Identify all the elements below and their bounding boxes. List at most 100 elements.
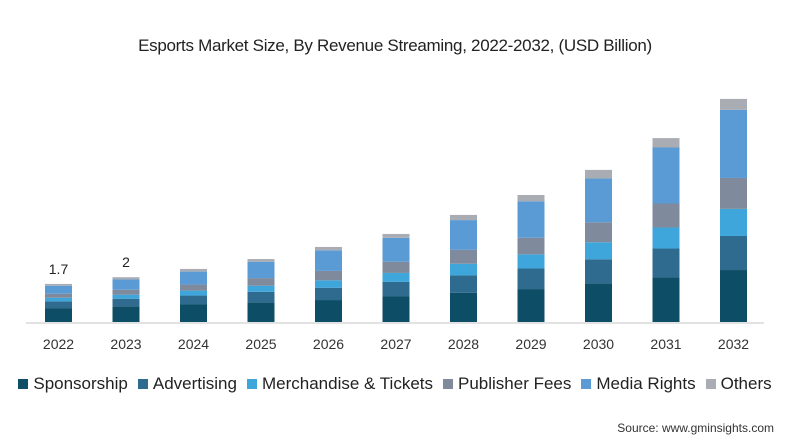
bar-segment-sponsorship-2027 xyxy=(382,296,410,322)
legend-label: Others xyxy=(720,374,772,393)
bar-segment-publisher-fees-2026 xyxy=(315,270,342,281)
x-ticks-group: 2022 2023 2024 2025 2026 2027 2028 2029 2030 2031… xyxy=(43,336,749,352)
legend-swatch xyxy=(246,379,257,389)
bar-segment-others-2030 xyxy=(585,169,612,179)
bar-segment-merchandise-tickets-2029 xyxy=(517,254,545,269)
bar-segment-others-2026 xyxy=(315,246,342,251)
bar-segment-merchandise-tickets-2032 xyxy=(720,208,747,236)
bar-segment-others-2028 xyxy=(450,214,477,221)
chart-title: Esports Market Size, By Revenue Streamin… xyxy=(138,36,652,55)
bar-segment-merchandise-tickets-2030 xyxy=(585,242,612,260)
bar-segment-advertising-2027 xyxy=(382,281,410,297)
legend-swatch xyxy=(137,379,148,389)
x-tick-label: 2029 xyxy=(515,336,546,352)
x-tick-label: 2026 xyxy=(313,336,344,352)
bar-segment-sponsorship-2028 xyxy=(450,292,477,322)
bar-segment-advertising-2028 xyxy=(450,275,477,293)
bar-segment-publisher-fees-2022 xyxy=(45,293,72,298)
bar-segment-advertising-2030 xyxy=(585,259,612,284)
bar-segment-sponsorship-2030 xyxy=(585,283,612,322)
bar-segment-media-rights-2023 xyxy=(112,279,140,290)
bar-segment-media-rights-2025 xyxy=(247,261,275,279)
legend-swatch xyxy=(705,379,716,389)
legend-item: Advertising xyxy=(137,374,237,394)
legend-label: Publisher Fees xyxy=(458,374,572,393)
data-label: 2 xyxy=(122,254,130,270)
bar-segment-merchandise-tickets-2031 xyxy=(652,227,680,249)
data-label: 1.7 xyxy=(49,261,69,277)
bar-segment-media-rights-2029 xyxy=(517,201,545,238)
chart-plot: 2022 2023 2024 2025 2026 2027 2028 2029 2030 2031… xyxy=(26,98,764,352)
bar-segment-publisher-fees-2032 xyxy=(720,177,747,209)
x-tick-label: 2023 xyxy=(110,336,141,352)
legend-label: Sponsorship xyxy=(33,374,128,393)
legend-swatch xyxy=(443,379,453,389)
legend-swatch xyxy=(18,379,29,389)
legend-item: Media Rights xyxy=(581,374,696,394)
source-note: Source: www.gminsights.com xyxy=(617,421,774,435)
x-tick-label: 2031 xyxy=(650,336,681,352)
bar-segment-advertising-2025 xyxy=(247,291,275,303)
bar-segment-sponsorship-2023 xyxy=(112,306,140,322)
legend-item: Merchandise & Tickets xyxy=(246,374,433,394)
bar-segment-merchandise-tickets-2023 xyxy=(112,294,140,299)
bar-segment-media-rights-2031 xyxy=(652,147,680,204)
bar-segment-media-rights-2027 xyxy=(382,237,410,262)
bar-segment-publisher-fees-2024 xyxy=(180,284,207,291)
bar-segment-merchandise-tickets-2026 xyxy=(315,280,342,288)
x-tick-label: 2025 xyxy=(245,336,276,352)
bar-segment-media-rights-2022 xyxy=(45,285,72,294)
bar-segment-merchandise-tickets-2027 xyxy=(382,272,410,282)
bar-segment-media-rights-2032 xyxy=(720,109,747,178)
bar-segment-others-2025 xyxy=(247,259,275,262)
bar-segment-advertising-2024 xyxy=(180,295,207,305)
legend-label: Advertising xyxy=(152,374,237,393)
bar-segment-media-rights-2026 xyxy=(315,250,342,271)
legend: Sponsorship Advertising Merchandise & Tick… xyxy=(0,374,790,394)
legend-item: Sponsorship xyxy=(18,374,128,394)
bar-segment-advertising-2022 xyxy=(45,301,72,309)
bar-segment-media-rights-2028 xyxy=(450,220,477,250)
x-tick-label: 2024 xyxy=(178,336,209,352)
bar-segment-others-2024 xyxy=(180,268,207,272)
bar-segment-media-rights-2030 xyxy=(585,178,612,223)
bar-segment-advertising-2032 xyxy=(720,235,747,271)
bar-segment-sponsorship-2026 xyxy=(315,300,342,322)
bar-segment-sponsorship-2022 xyxy=(45,308,72,322)
bar-segment-advertising-2026 xyxy=(315,287,342,301)
bar-segment-publisher-fees-2031 xyxy=(652,203,680,228)
x-tick-label: 2027 xyxy=(380,336,411,352)
bar-segment-advertising-2029 xyxy=(517,268,545,290)
bar-segment-others-2022 xyxy=(45,283,72,286)
bar-segment-sponsorship-2031 xyxy=(652,277,680,322)
bar-segment-sponsorship-2029 xyxy=(517,289,545,322)
bar-segment-others-2027 xyxy=(382,233,410,238)
legend-label: Media Rights xyxy=(596,374,696,393)
x-tick-label: 2022 xyxy=(43,336,74,352)
bar-segment-sponsorship-2032 xyxy=(720,270,747,322)
data-labels-group: 1.7 2 xyxy=(49,254,130,277)
bar-segment-media-rights-2024 xyxy=(180,271,207,285)
bar-segment-others-2031 xyxy=(652,138,680,148)
bar-segment-publisher-fees-2029 xyxy=(517,237,545,255)
bar-segment-publisher-fees-2028 xyxy=(450,249,477,264)
bar-segment-others-2029 xyxy=(517,194,545,202)
legend-item: Others xyxy=(705,374,772,394)
legend-item: Publisher Fees xyxy=(443,374,571,394)
bar-segment-publisher-fees-2023 xyxy=(112,289,140,295)
bar-segment-sponsorship-2024 xyxy=(180,304,207,322)
x-tick-label: 2030 xyxy=(583,336,614,352)
x-tick-label: 2028 xyxy=(448,336,479,352)
bar-segment-advertising-2023 xyxy=(112,298,140,307)
legend-swatch xyxy=(581,379,592,389)
bar-segment-others-2023 xyxy=(112,277,140,280)
bar-segment-sponsorship-2025 xyxy=(247,302,275,322)
bar-segment-merchandise-tickets-2028 xyxy=(450,263,477,276)
bar-segment-merchandise-tickets-2024 xyxy=(180,290,207,296)
legend-label: Merchandise & Tickets xyxy=(261,374,433,393)
bars-group xyxy=(45,98,747,322)
bar-segment-publisher-fees-2025 xyxy=(247,278,275,286)
bar-segment-others-2032 xyxy=(720,98,747,110)
bar-segment-merchandise-tickets-2022 xyxy=(45,297,72,302)
bar-segment-publisher-fees-2030 xyxy=(585,222,612,243)
